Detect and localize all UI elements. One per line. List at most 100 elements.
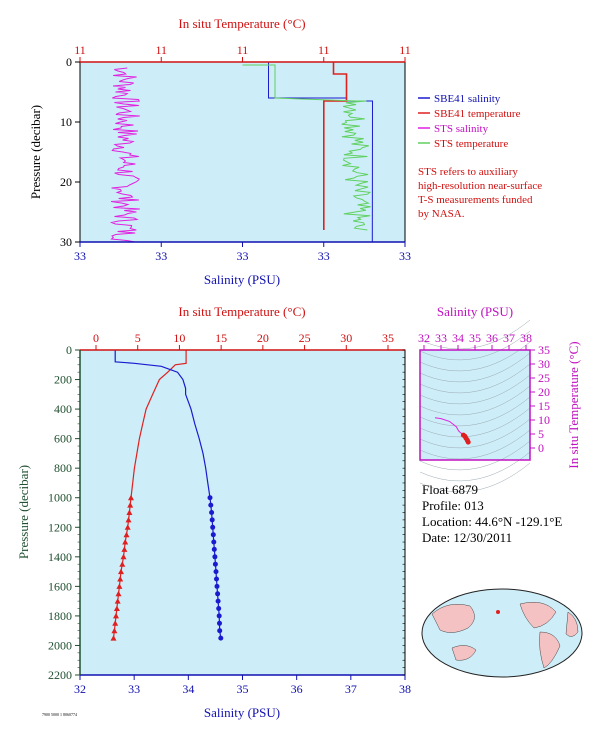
float-number: Float 6879 — [422, 482, 478, 497]
near-surface-bottom-tick-label: 33 — [318, 249, 330, 263]
near-surface-y-tick-label: 10 — [60, 115, 72, 129]
temperature-marker — [111, 627, 118, 634]
ts-density-contour — [419, 462, 531, 493]
salinity-marker — [209, 510, 215, 515]
full-profile-top-tick-label: 25 — [299, 331, 311, 345]
salinity-marker — [218, 635, 224, 641]
temperature-marker — [122, 539, 129, 545]
full-profile-y-tick-label: 1000 — [48, 491, 72, 505]
full-profile-bottom-tick-label: 36 — [291, 682, 303, 696]
salinity-marker — [209, 517, 215, 523]
full-profile-bottom-tick-label: 33 — [128, 682, 140, 696]
ts-density-contour — [419, 440, 531, 471]
full-profile-bottom-tick-label: 38 — [399, 682, 411, 696]
temperature-marker — [126, 509, 133, 515]
ts-y-tick-label: 30 — [538, 357, 550, 371]
full-profile-bottom-tick-label: 37 — [345, 682, 357, 696]
note-line-4: by NASA. — [418, 208, 465, 220]
ts-density-contour — [419, 341, 531, 372]
temperature-marker — [113, 612, 119, 619]
temperature-marker — [116, 583, 123, 589]
near-surface-series-line — [242, 64, 372, 231]
full-profile-y-tick-label: 1600 — [48, 579, 72, 593]
near-surface-top-tick-label: 11 — [237, 43, 249, 57]
temperature-marker — [119, 561, 126, 567]
ts-top-tick-label: 36 — [486, 331, 498, 345]
note-line-1: STS refers to auxiliary — [418, 166, 518, 178]
ts-series — [434, 417, 471, 445]
full-profile-bottom-tick-label: 34 — [182, 682, 194, 696]
salinity-marker — [207, 495, 213, 501]
near-surface-y-tick-label: 30 — [60, 235, 72, 249]
ts-y-tick-label: 15 — [538, 399, 550, 413]
full-profile-top-tick-label: 5 — [135, 331, 141, 345]
legend: SBE41 salinity SBE41 temperature STS sal… — [418, 93, 521, 150]
ts-top-tick-label: 37 — [503, 331, 515, 345]
near-surface-bottom-tick-label: 33 — [74, 249, 86, 263]
near-surface-bottom-tick-label: 33 — [237, 249, 249, 263]
full-profile-y-ticks: 0 200 400 600 800 1000 1200 1400 1600 1800 2000 220… — [48, 343, 405, 682]
full-profile-chart: In situ Temperature (°C) 0 5 10 15 20 25 30 35 … — [16, 304, 411, 720]
near-surface-series-line — [323, 62, 348, 230]
temperature-marker — [110, 635, 117, 641]
salinity-marker — [210, 532, 216, 538]
salinity-marker — [214, 576, 219, 582]
sts-note: STS refers to auxiliary high-resolution … — [418, 166, 542, 220]
legend-sbe-temperature: SBE41 temperature — [434, 108, 521, 120]
full-profile-markers — [110, 494, 224, 641]
near-surface-y-tick-label: 0 — [66, 55, 72, 69]
ts-y-tick-label: 10 — [538, 413, 550, 427]
ts-top-tick-label: 38 — [520, 331, 532, 345]
full-profile-y-tick-label: 2200 — [48, 668, 72, 682]
temperature-marker — [125, 516, 132, 523]
full-profile-y-tick-label: 2000 — [48, 638, 72, 652]
full-profile-top-tick-label: 0 — [93, 331, 99, 345]
full-profile-y-label: Pressure (decibar) — [16, 465, 31, 559]
salinity-marker — [216, 606, 222, 611]
ts-plot-area — [420, 350, 530, 460]
full-profile-y-tick-label: 0 — [66, 343, 72, 357]
temperature-marker — [121, 546, 128, 552]
salinity-marker — [216, 613, 222, 619]
full-profile-bottom-tick-label: 35 — [237, 682, 249, 696]
full-profile-bottom-tick-label: 32 — [74, 682, 86, 696]
near-surface-y-ticks: 0 10 20 30 — [60, 55, 80, 249]
full-profile-y-tick-label: 800 — [54, 461, 72, 475]
near-surface-bottom-ticks: 33 33 33 33 33 — [74, 242, 411, 263]
near-surface-bottom-tick-label: 33 — [155, 249, 167, 263]
ts-density-contour — [419, 396, 531, 427]
salinity-marker — [208, 502, 214, 508]
temperature-marker — [120, 553, 127, 560]
ts-top-tick-label: 33 — [435, 331, 447, 345]
full-profile-top-tick-label: 30 — [340, 331, 352, 345]
legend-sbe-salinity: SBE41 salinity — [434, 93, 501, 105]
near-surface-chart: In situ Temperature (°C) 11 11 11 11 11 33 33… — [28, 16, 411, 287]
full-profile-plot-area — [80, 350, 405, 675]
date: Date: 12/30/2011 — [422, 530, 512, 545]
salinity-marker — [212, 554, 218, 560]
salinity-marker — [217, 628, 223, 634]
map-land-north-america — [519, 602, 557, 629]
temperature-marker — [124, 524, 131, 530]
full-profile-bottom-ticks: 32 33 34 35 36 37 38 — [74, 675, 411, 696]
full-profile-y-tick-label: 600 — [54, 432, 72, 446]
salinity-marker — [215, 591, 221, 597]
full-profile-top-tick-label: 35 — [382, 331, 394, 345]
ts-y-tick-label: 20 — [538, 385, 550, 399]
near-surface-y-label: Pressure (decibar) — [28, 105, 43, 199]
temperature-marker — [114, 598, 121, 604]
temperature-marker — [123, 531, 130, 538]
near-surface-series — [109, 62, 374, 243]
full-profile-top-tick-label: 20 — [257, 331, 269, 345]
map-land-australia — [451, 645, 477, 661]
full-profile-top-tick-label: 15 — [215, 331, 227, 345]
ts-y-tick-label: 35 — [538, 343, 550, 357]
near-surface-top-title: In situ Temperature (°C) — [178, 16, 305, 31]
ts-top-tick-label: 35 — [469, 331, 481, 345]
ts-density-contour — [419, 418, 531, 449]
map-ocean — [421, 588, 583, 678]
ts-diagram-chart: Salinity (PSU) 32 33 34 35 36 37 38 3530252015… — [418, 304, 581, 493]
legend-sts-temperature: STS temperature — [434, 138, 508, 150]
ts-top-tick-label: 34 — [452, 331, 464, 345]
